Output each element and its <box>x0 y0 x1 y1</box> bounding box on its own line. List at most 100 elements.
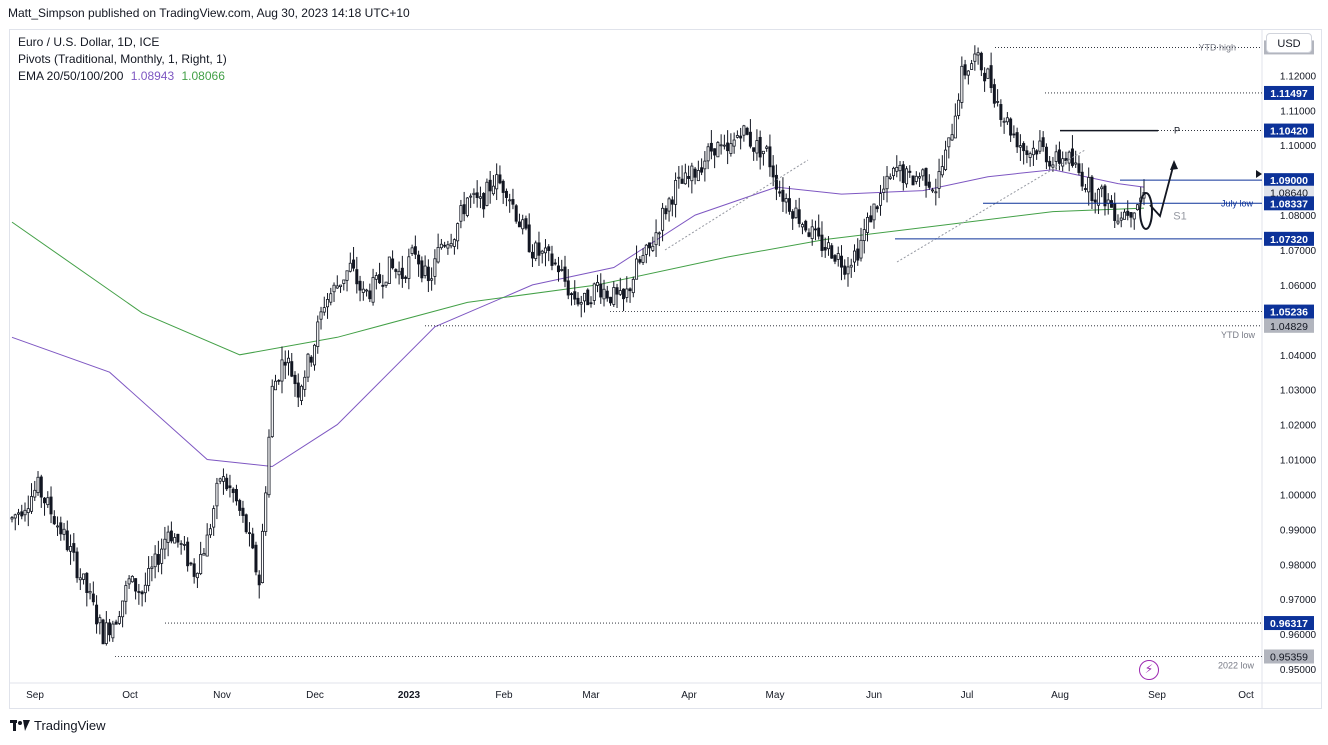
candle <box>898 164 902 172</box>
candle <box>953 115 957 139</box>
candle <box>355 269 359 285</box>
candle <box>771 165 775 178</box>
candle <box>13 514 17 519</box>
flash-icon[interactable]: ⚡ <box>1139 660 1159 680</box>
candle <box>511 199 515 205</box>
candle <box>1135 204 1139 211</box>
candle <box>475 192 479 198</box>
price-label-box <box>1264 304 1314 319</box>
candle <box>892 167 896 177</box>
candle <box>85 572 89 593</box>
candle <box>690 165 694 182</box>
arrow-head <box>1170 160 1178 170</box>
candle <box>225 477 229 490</box>
candle <box>856 248 860 261</box>
candle <box>983 72 987 82</box>
candle <box>169 530 173 542</box>
candle <box>426 266 430 282</box>
candle <box>381 284 385 287</box>
candle <box>387 256 391 284</box>
symbol-title[interactable]: Euro / U.S. Dollar, 1D, ICE <box>18 35 160 49</box>
candle <box>478 196 482 199</box>
currency-button[interactable]: USD <box>1266 33 1312 53</box>
x-tick-label: Sep <box>26 690 44 701</box>
candle <box>1041 137 1045 148</box>
candle <box>452 239 456 247</box>
candle <box>378 274 382 284</box>
candle <box>703 160 707 170</box>
candle <box>1116 220 1120 224</box>
y-tick-label: 1.11000 <box>1280 106 1316 117</box>
candle <box>176 533 180 543</box>
candle <box>273 380 277 391</box>
y-tick-label: 1.00000 <box>1280 490 1317 501</box>
candle <box>527 224 531 253</box>
y-tick-label: 0.99000 <box>1280 525 1317 536</box>
candle <box>680 178 684 184</box>
price-label: 0.95359 <box>1270 651 1308 663</box>
x-tick-label: Mar <box>582 690 600 701</box>
candle <box>859 239 863 259</box>
candle <box>504 190 508 198</box>
price-marker <box>1256 170 1262 178</box>
candle <box>996 101 1000 103</box>
candle <box>430 278 434 281</box>
candle <box>153 553 157 568</box>
candle <box>309 356 313 363</box>
candle <box>875 206 879 210</box>
candle <box>1038 140 1042 152</box>
candle <box>609 296 613 304</box>
candle <box>300 385 304 401</box>
candle <box>368 290 372 300</box>
candle <box>101 619 105 645</box>
candle <box>693 168 697 178</box>
candle <box>186 541 190 567</box>
price-label: 0.96317 <box>1270 618 1308 630</box>
candle <box>560 269 564 271</box>
candle <box>361 288 365 293</box>
candle <box>78 577 82 581</box>
candle <box>326 299 330 308</box>
candle <box>1090 176 1094 201</box>
candle <box>264 492 268 532</box>
candle <box>46 497 50 506</box>
candle <box>335 285 339 289</box>
candle <box>1119 217 1123 221</box>
price-label-box <box>1264 85 1314 100</box>
candle <box>465 197 469 216</box>
candle <box>316 321 320 347</box>
candle <box>612 287 616 305</box>
y-tick-label: 1.08000 <box>1280 211 1317 222</box>
candle <box>729 143 733 154</box>
tradingview-logo-icon <box>10 719 30 731</box>
candle <box>205 534 209 557</box>
candle <box>1100 186 1104 190</box>
candle <box>918 176 922 179</box>
footer-brand[interactable]: TradingView <box>10 718 106 733</box>
price-label-box <box>1264 123 1314 138</box>
candle <box>423 265 427 276</box>
candle <box>810 226 814 239</box>
candle <box>1044 146 1048 163</box>
candle <box>973 53 977 62</box>
candle <box>1012 133 1016 136</box>
candle <box>957 99 961 116</box>
x-tick-label: Jul <box>961 690 974 701</box>
candle <box>794 207 798 219</box>
candle <box>488 179 492 192</box>
candle <box>456 223 460 242</box>
price-label-box <box>1264 231 1314 246</box>
annotation-label: P <box>1174 126 1180 136</box>
candle <box>443 244 447 247</box>
candle <box>641 255 645 263</box>
price-label: 1.04829 <box>1270 321 1308 333</box>
candle <box>934 191 938 194</box>
price-label: 1.08337 <box>1270 198 1308 210</box>
candle <box>849 264 853 268</box>
pivots-indicator[interactable]: Pivots (Traditional, Monthly, 1, Right, … <box>18 52 227 66</box>
ema-indicator[interactable]: EMA 20/50/100/200 1.08943 1.08066 <box>18 68 227 85</box>
candle <box>1025 150 1029 155</box>
candle <box>566 280 570 296</box>
candle <box>75 551 79 579</box>
